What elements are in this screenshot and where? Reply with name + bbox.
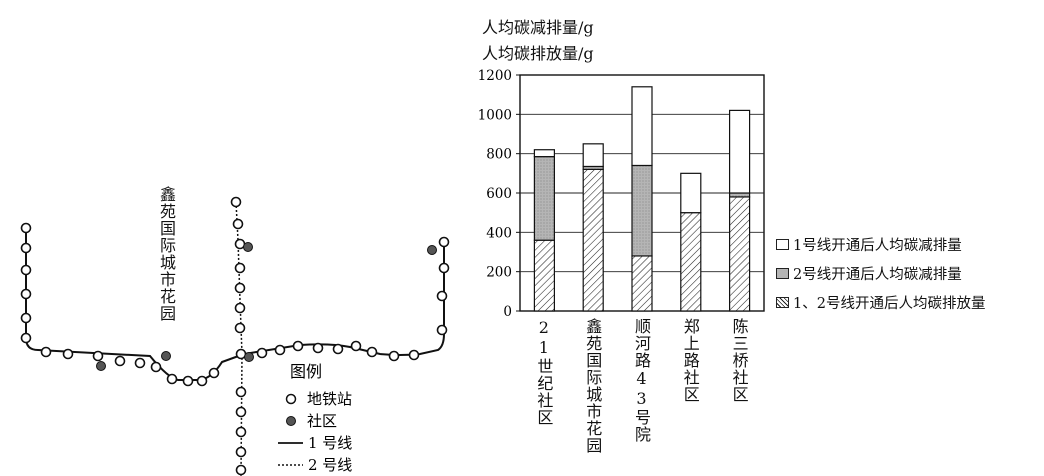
- station-marker: [182, 375, 194, 387]
- y-tick-label: 200: [486, 265, 512, 281]
- chart-ylabel-line-2: 人均碳排放量/g: [482, 44, 594, 63]
- map-legend-line2-label: 2 号线: [308, 456, 352, 474]
- station-marker: [196, 375, 208, 387]
- y-tick-label: 600: [486, 186, 512, 202]
- station-marker: [234, 322, 246, 334]
- station-marker: [235, 386, 247, 398]
- station-marker: [350, 340, 362, 352]
- x-category-label: 郑上路社区: [680, 318, 700, 403]
- station-marker: [292, 340, 304, 352]
- legend-swatch-gray: [776, 268, 789, 279]
- map-legend-title: 图例: [290, 362, 322, 381]
- bar-segment-hatch: [680, 212, 702, 312]
- y-tick-label: 400: [486, 225, 512, 241]
- station-marker: [235, 406, 247, 418]
- map-line-1: [25, 228, 445, 381]
- station-marker: [438, 262, 450, 274]
- community-marker: [427, 245, 437, 255]
- map-communities: [96, 242, 437, 371]
- chart-legend-item-1: 1号线开通后人均碳减排量: [776, 234, 962, 255]
- station-marker: [150, 361, 162, 373]
- bar-segment-hatch: [631, 255, 653, 312]
- station-marker: [234, 282, 246, 294]
- station-marker: [166, 373, 178, 385]
- station-marker: [208, 367, 220, 379]
- station-marker: [232, 218, 244, 230]
- station-marker: [20, 242, 32, 254]
- x-category-label: 陈三桥社区: [729, 318, 749, 403]
- station-marker: [408, 349, 420, 361]
- y-tick-label: 1200: [478, 68, 512, 84]
- station-marker: [230, 196, 242, 208]
- station-marker: [436, 290, 448, 302]
- station-marker: [62, 348, 74, 360]
- community-marker: [96, 361, 106, 371]
- bar-segment-hatch: [533, 239, 556, 312]
- station-marker: [20, 264, 32, 276]
- station-marker: [114, 355, 126, 367]
- station-marker: [388, 350, 400, 362]
- bar-segment-hatch: [582, 168, 604, 312]
- bar-segment-white: [631, 86, 653, 167]
- station-marker: [40, 346, 52, 358]
- chart-ylabel-line-1: 人均碳减排量/g: [482, 18, 594, 37]
- bar-segment-gray: [533, 156, 556, 241]
- community-marker: [243, 242, 253, 252]
- station-marker: [274, 344, 286, 356]
- legend-label: 1、2号线开通后人均碳排放量: [793, 296, 986, 312]
- community-marker: [244, 352, 254, 362]
- station-marker: [92, 350, 104, 362]
- x-category-label: 21世纪社区: [534, 318, 554, 426]
- station-marker: [436, 324, 448, 336]
- map-stations: [20, 196, 450, 476]
- x-category-label: 顺河路43号院: [632, 318, 651, 443]
- map-legend-community-symbol: [286, 416, 296, 426]
- map-community-label: 鑫苑国际城市花园: [157, 186, 176, 322]
- station-marker: [234, 302, 246, 314]
- bar-segment-hatch: [728, 196, 751, 312]
- station-marker: [235, 446, 247, 458]
- map-legend-station-symbol: [285, 393, 297, 405]
- station-marker: [235, 426, 247, 438]
- station-marker: [134, 357, 146, 369]
- bar-segment-white: [728, 109, 751, 194]
- station-marker: [20, 312, 32, 324]
- chart-legend-item-2: 2号线开通后人均碳减排量: [776, 263, 962, 284]
- map-legend: 图例 地铁站 社区 1 号线 2 号线: [278, 362, 352, 474]
- bar-segment-gray: [631, 164, 653, 257]
- station-marker: [366, 346, 378, 358]
- bar-chart: 0 200 400 600 800 1000 1200: [478, 68, 765, 320]
- station-marker: [20, 288, 32, 300]
- map-legend-community-label: 社区: [307, 412, 337, 430]
- bar-segment-white: [533, 149, 556, 158]
- station-marker: [438, 236, 450, 248]
- station-marker: [235, 464, 247, 476]
- station-marker: [312, 342, 324, 354]
- chart-legend-item-3: 1、2号线开通后人均碳排放量: [776, 292, 985, 313]
- legend-swatch-white: [776, 239, 789, 250]
- x-category-label: 鑫苑国际城市花园: [583, 318, 603, 454]
- station-marker: [256, 347, 268, 359]
- legend-label: 2号线开通后人均碳减排量: [793, 267, 962, 283]
- y-tick-label: 800: [486, 147, 512, 163]
- bar-segment-white: [680, 172, 702, 214]
- y-tick-label: 0: [503, 304, 512, 320]
- legend-label: 1号线开通后人均碳减排量: [793, 238, 962, 254]
- map-legend-station-label: 地铁站: [307, 390, 352, 408]
- station-marker: [20, 332, 32, 344]
- bar-segment-white: [582, 143, 604, 168]
- community-marker: [161, 351, 171, 361]
- legend-swatch-hatch: [776, 297, 789, 308]
- y-tick-label: 1000: [478, 107, 512, 123]
- map-legend-line1-label: 1 号线: [308, 434, 352, 452]
- station-marker: [234, 262, 246, 274]
- station-marker: [332, 343, 344, 355]
- station-marker: [20, 222, 32, 234]
